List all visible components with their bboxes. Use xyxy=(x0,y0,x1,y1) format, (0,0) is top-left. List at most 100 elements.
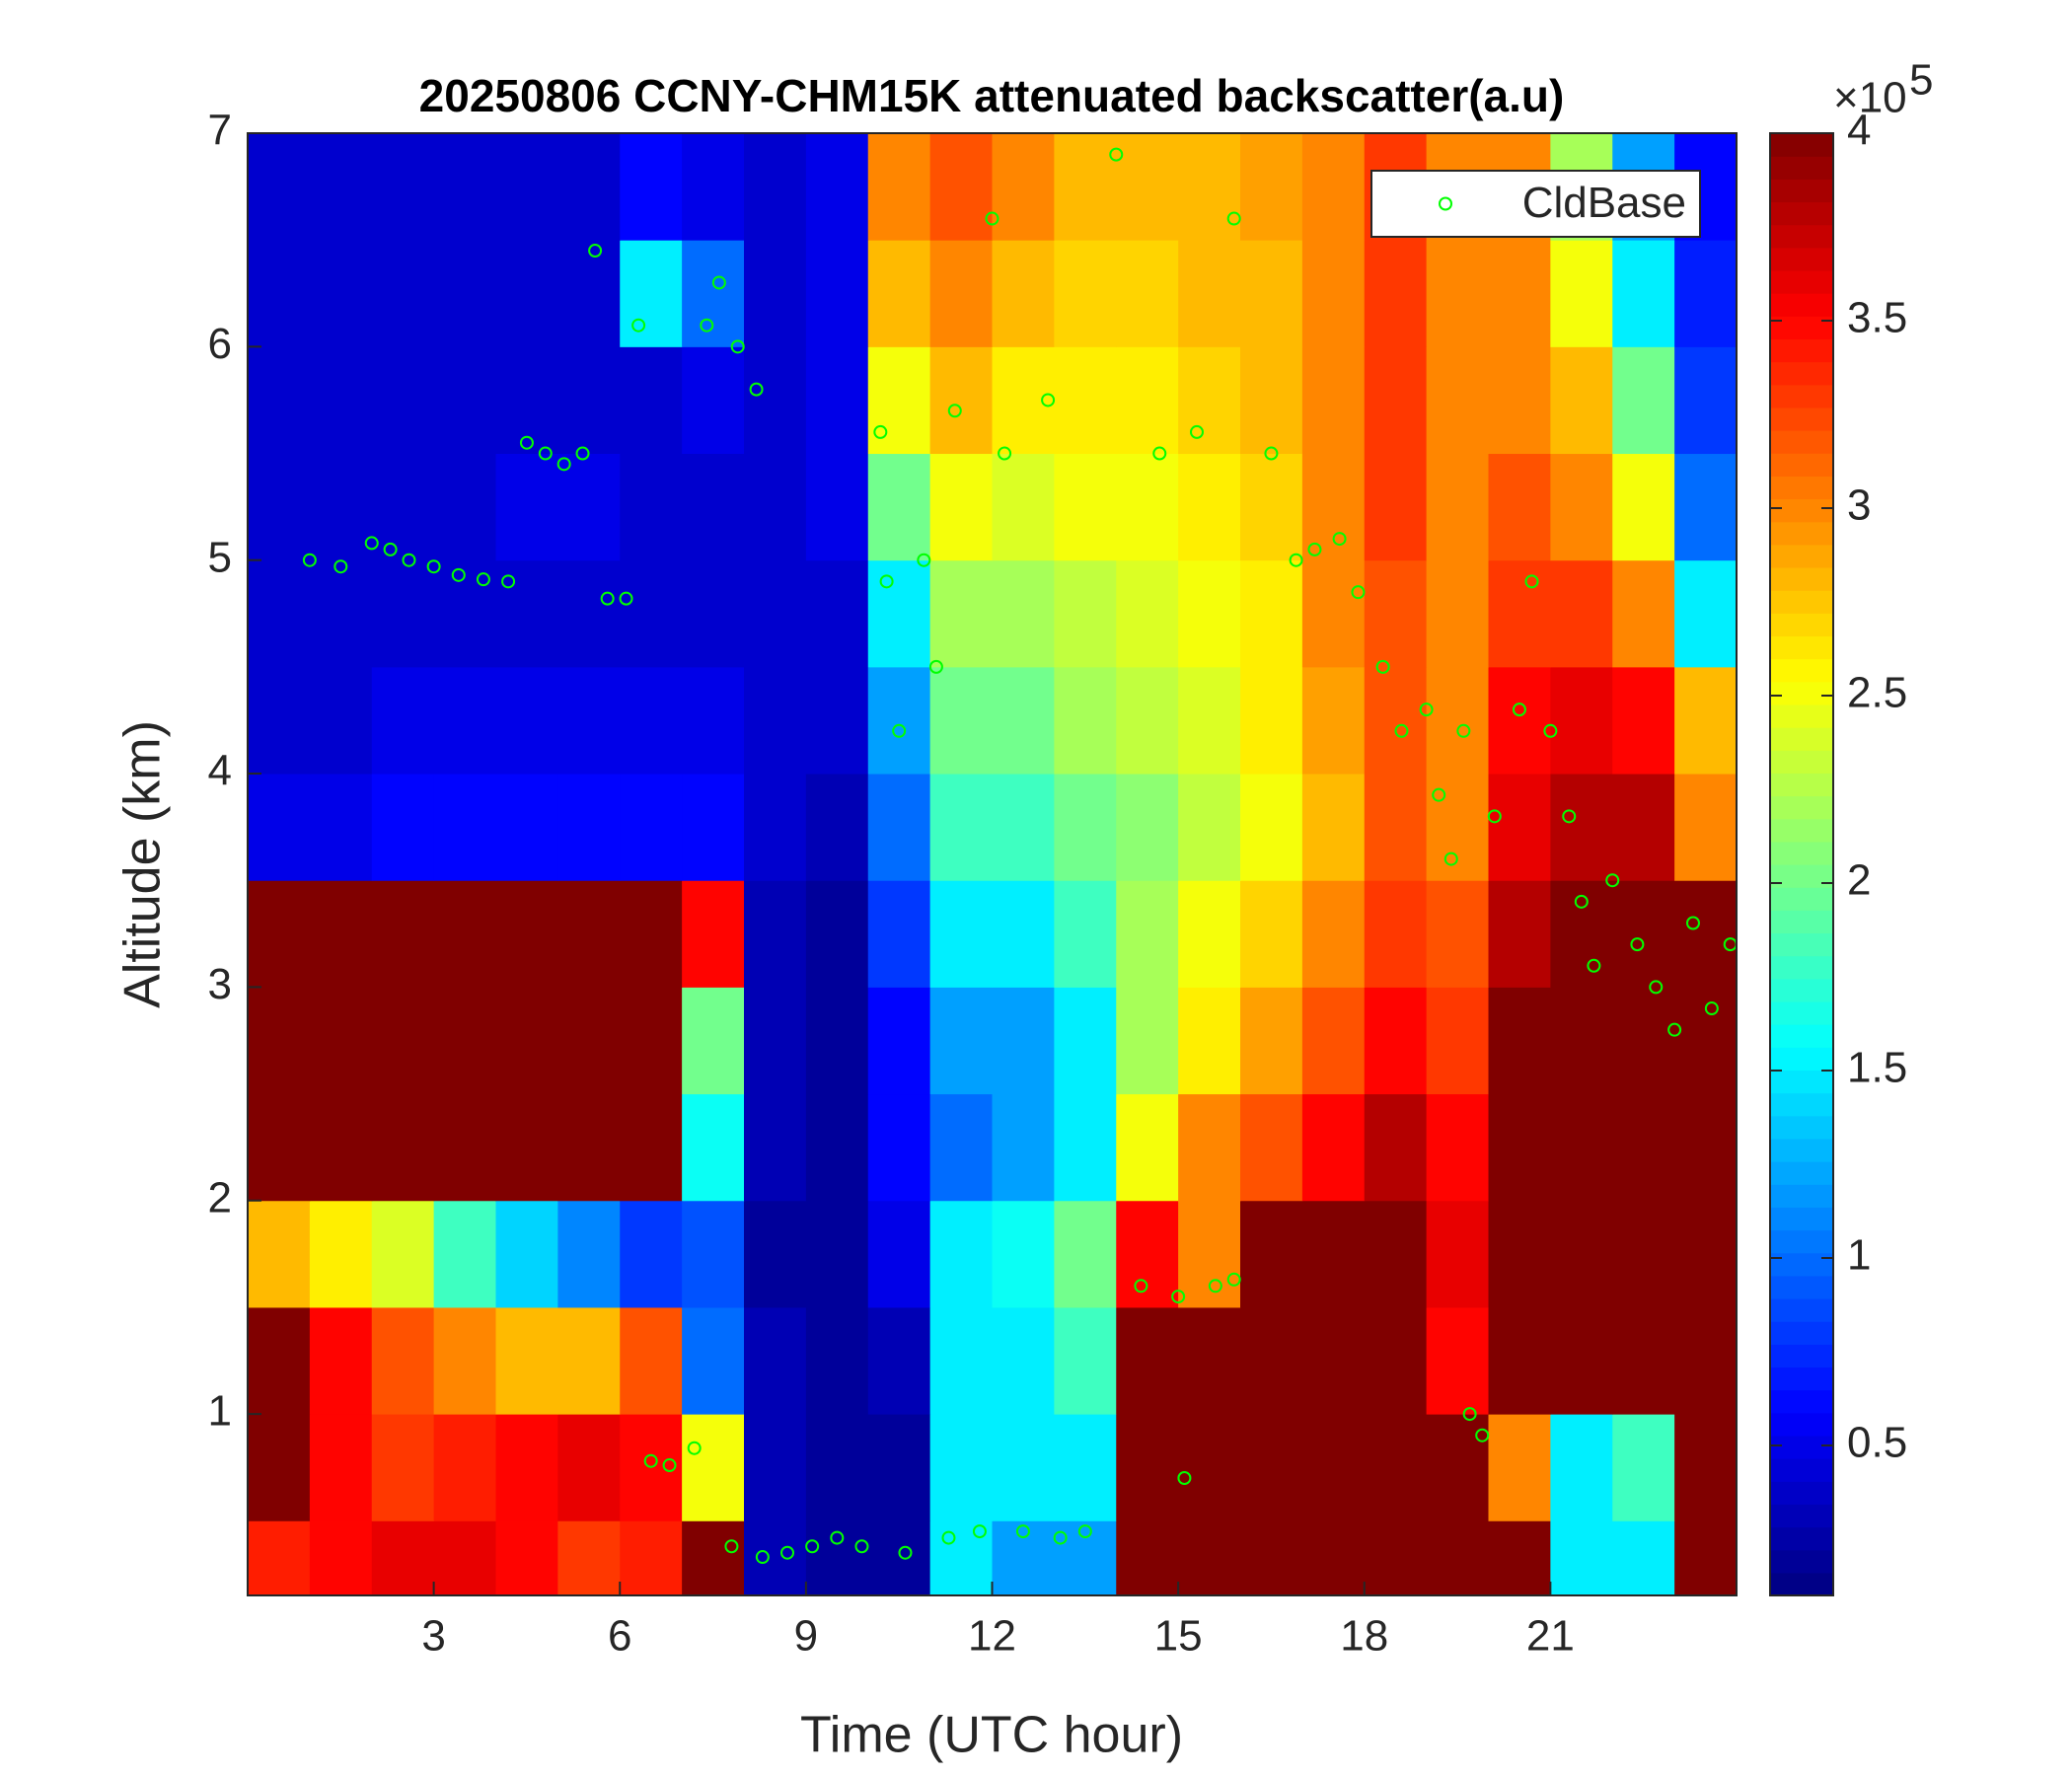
heat-cell xyxy=(1674,1200,1737,1308)
cloud-base-point xyxy=(830,1530,845,1545)
cloud-base-point xyxy=(1456,723,1471,738)
cloud-base-point xyxy=(1109,147,1124,162)
heat-cell xyxy=(309,240,373,347)
colorbar-step xyxy=(1770,1412,1833,1437)
heat-cell xyxy=(1178,346,1241,455)
heat-cell xyxy=(1488,774,1551,881)
heat-cell xyxy=(248,346,311,455)
heat-cell xyxy=(1116,1200,1179,1308)
heat-cell xyxy=(620,987,683,1095)
heat-cell xyxy=(1612,1306,1675,1415)
heat-cell xyxy=(805,453,869,561)
heat-cell xyxy=(1116,240,1179,347)
heat-cell xyxy=(309,774,373,881)
cloud-base-point xyxy=(998,446,1012,461)
heatmap xyxy=(248,133,1737,1595)
heat-cell xyxy=(1550,1306,1613,1415)
heat-cell xyxy=(992,453,1055,561)
heat-cell xyxy=(1178,880,1241,988)
heat-cell xyxy=(805,987,869,1095)
heat-cell xyxy=(495,666,558,775)
cloud-base-point xyxy=(575,446,590,461)
colorbar-step xyxy=(1770,566,1833,591)
colorbar-tick-label: 4 xyxy=(1847,107,1871,155)
heat-cell xyxy=(309,987,373,1095)
heat-cell xyxy=(1426,1520,1489,1595)
colorbar-step xyxy=(1770,1161,1833,1185)
heat-cell xyxy=(371,1414,435,1521)
cloud-base-point xyxy=(402,553,416,567)
cloud-base-point xyxy=(1649,980,1664,995)
heat-cell xyxy=(1364,1200,1428,1308)
heat-cell xyxy=(1240,240,1303,347)
heat-cell xyxy=(805,1200,869,1308)
cloud-base-point xyxy=(1226,1272,1241,1287)
legend-label: CldBase xyxy=(1522,179,1686,227)
cloud-base-point xyxy=(917,553,931,567)
heat-cell xyxy=(557,559,621,668)
heat-cell xyxy=(1116,1306,1179,1415)
heat-cell xyxy=(1674,1306,1737,1415)
heat-cell xyxy=(1364,240,1428,347)
heat-cell xyxy=(309,346,373,455)
scatter-layer xyxy=(302,147,1737,1565)
heat-cell xyxy=(620,1306,683,1415)
heat-cell xyxy=(1488,1200,1551,1308)
cloud-base-point xyxy=(1432,787,1446,802)
colorbar-step xyxy=(1770,1504,1833,1528)
heat-cell xyxy=(1116,1093,1179,1202)
cloud-base-point xyxy=(1226,211,1241,226)
heat-cell xyxy=(1364,346,1428,455)
cloud-base-point xyxy=(1375,659,1390,674)
heat-cell xyxy=(744,453,807,561)
heat-cell xyxy=(682,133,745,241)
heat-cell xyxy=(557,1200,621,1308)
cloud-base-point xyxy=(1015,1524,1030,1539)
colorbar-step xyxy=(1770,1435,1833,1459)
heat-cell xyxy=(309,666,373,775)
heat-cell xyxy=(1612,1520,1675,1595)
heat-cell xyxy=(867,1520,931,1595)
cloud-base-point xyxy=(476,572,490,587)
colorbar-tick-label: 3.5 xyxy=(1847,294,1907,342)
colorbar-scale-exponent: 5 xyxy=(1909,56,1933,105)
heat-cell xyxy=(620,666,683,775)
heat-cell xyxy=(433,666,496,775)
heat-cell xyxy=(495,880,558,988)
cloud-base-point xyxy=(1685,916,1700,930)
heat-cell xyxy=(1054,880,1117,988)
heat-cell xyxy=(495,1093,558,1202)
heat-cell xyxy=(992,559,1055,668)
heat-cell xyxy=(744,1200,807,1308)
heat-cell xyxy=(1612,1093,1675,1202)
heat-cell xyxy=(1054,666,1117,775)
heat-cell xyxy=(744,987,807,1095)
heat-cell xyxy=(1054,453,1117,561)
heat-cell xyxy=(867,559,931,668)
heat-cell xyxy=(1674,453,1737,561)
heat-cell xyxy=(867,346,931,455)
legend-marker xyxy=(1439,196,1452,211)
colorbar-step xyxy=(1770,247,1833,271)
heat-cell xyxy=(1426,666,1489,775)
heat-cell xyxy=(929,240,993,347)
heat-cell xyxy=(1364,1093,1428,1202)
heat-cell xyxy=(929,559,993,668)
heat-cell xyxy=(1364,453,1428,561)
colorbar-tick-label: 3 xyxy=(1847,481,1871,530)
heat-cell xyxy=(1550,346,1613,455)
heat-cell xyxy=(682,346,745,455)
heat-cell xyxy=(744,1414,807,1521)
cloud-base-point xyxy=(941,1530,956,1545)
heat-cell xyxy=(805,1093,869,1202)
heat-cell xyxy=(248,133,311,241)
heat-cell xyxy=(1116,453,1179,561)
cloud-base-point xyxy=(947,404,962,418)
heat-cell xyxy=(1178,1520,1241,1595)
heat-cell xyxy=(805,1414,869,1521)
heat-cell xyxy=(1240,774,1303,881)
heat-cell xyxy=(309,1306,373,1415)
cloud-base-point xyxy=(755,1550,770,1565)
colorbar-step xyxy=(1770,932,1833,957)
